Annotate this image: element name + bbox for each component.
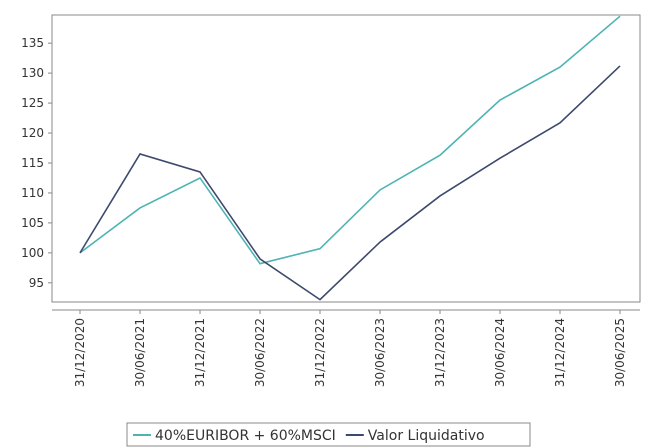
line <box>79 15 621 265</box>
x-tick-label: 31/12/2023 <box>433 318 447 387</box>
x-tick-label: 30/06/2021 <box>133 318 147 387</box>
y-tick-label: 120 <box>21 126 44 140</box>
y-tick-label: 105 <box>21 216 44 230</box>
y-tick-label: 95 <box>29 276 44 290</box>
y-tick-label: 135 <box>21 36 44 50</box>
y-tick-label: 115 <box>21 156 44 170</box>
y-tick-label: 125 <box>21 96 44 110</box>
x-tick-label: 30/06/2024 <box>493 318 507 387</box>
y-tick-label: 100 <box>21 246 44 260</box>
x-tick-label: 30/06/2022 <box>253 318 267 387</box>
plot-area <box>51 14 641 303</box>
legend-label: 40%EURIBOR + 60%MSCI <box>155 428 336 444</box>
x-tick-label: 31/12/2024 <box>553 318 567 387</box>
x-tick-label: 30/06/2023 <box>373 318 387 387</box>
x-tick-label: 31/12/2021 <box>193 318 207 387</box>
x-tick-label: 31/12/2022 <box>313 318 327 387</box>
legend <box>126 422 531 447</box>
x-tick-label: 31/12/2020 <box>73 318 87 387</box>
y-tick-label: 110 <box>21 186 44 200</box>
legend-label: Valor Liquidativo <box>368 428 485 444</box>
y-tick-label: 130 <box>21 66 44 80</box>
line <box>79 65 621 301</box>
x-tick-label: 30/06/2025 <box>613 318 627 387</box>
